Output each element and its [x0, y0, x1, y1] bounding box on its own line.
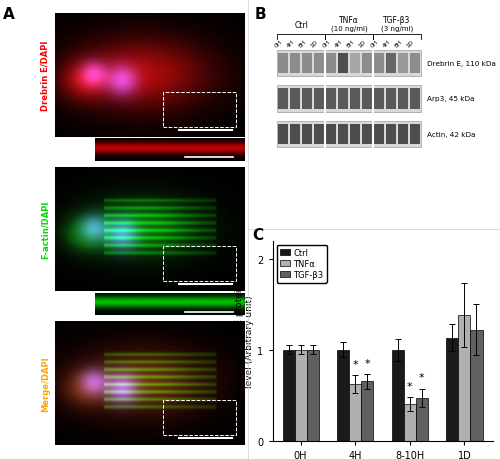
FancyBboxPatch shape: [290, 125, 300, 145]
Bar: [282, 350, 294, 441]
FancyBboxPatch shape: [278, 125, 288, 145]
Bar: [470, 330, 482, 441]
FancyBboxPatch shape: [277, 50, 421, 77]
FancyBboxPatch shape: [314, 54, 324, 74]
FancyBboxPatch shape: [362, 125, 372, 145]
Text: 1D: 1D: [310, 39, 319, 48]
Text: 0H: 0H: [370, 39, 379, 48]
Text: *: *: [407, 381, 412, 391]
Text: 0H: 0H: [274, 39, 283, 48]
Text: 8H: 8H: [298, 39, 307, 48]
Text: A: A: [2, 7, 14, 22]
Text: C: C: [252, 227, 264, 242]
FancyBboxPatch shape: [278, 54, 288, 74]
FancyBboxPatch shape: [362, 89, 372, 109]
FancyBboxPatch shape: [386, 125, 396, 145]
FancyBboxPatch shape: [350, 89, 360, 109]
Text: Drebrin E, 110 kDa: Drebrin E, 110 kDa: [427, 61, 496, 67]
FancyBboxPatch shape: [398, 125, 408, 145]
FancyBboxPatch shape: [277, 122, 421, 148]
FancyBboxPatch shape: [372, 122, 374, 148]
Bar: [294, 350, 306, 441]
FancyBboxPatch shape: [398, 89, 408, 109]
FancyBboxPatch shape: [350, 54, 360, 74]
FancyBboxPatch shape: [326, 54, 336, 74]
FancyBboxPatch shape: [374, 89, 384, 109]
FancyBboxPatch shape: [372, 86, 374, 112]
FancyBboxPatch shape: [314, 125, 324, 145]
FancyBboxPatch shape: [386, 89, 396, 109]
FancyBboxPatch shape: [410, 125, 420, 145]
Text: 8H: 8H: [346, 39, 355, 48]
Text: Drebrin E/DAPI: Drebrin E/DAPI: [41, 41, 50, 111]
FancyBboxPatch shape: [324, 122, 326, 148]
Text: Ctrl: Ctrl: [294, 21, 308, 30]
FancyBboxPatch shape: [386, 54, 396, 74]
FancyBboxPatch shape: [410, 54, 420, 74]
FancyBboxPatch shape: [278, 89, 288, 109]
Text: 0H: 0H: [322, 39, 331, 48]
FancyBboxPatch shape: [324, 50, 326, 77]
Bar: [361, 381, 373, 441]
Text: *: *: [419, 373, 424, 382]
FancyBboxPatch shape: [314, 89, 324, 109]
Text: B: B: [255, 7, 266, 22]
FancyBboxPatch shape: [398, 54, 408, 74]
Text: Merge/DAPI: Merge/DAPI: [41, 356, 50, 411]
Text: 4H: 4H: [382, 39, 391, 48]
Text: (10 ng/ml): (10 ng/ml): [330, 26, 368, 32]
Bar: [349, 384, 361, 441]
Bar: [446, 338, 458, 441]
Text: *: *: [352, 359, 358, 369]
Bar: [306, 350, 318, 441]
FancyBboxPatch shape: [338, 89, 348, 109]
FancyBboxPatch shape: [338, 125, 348, 145]
Bar: [392, 350, 404, 441]
Bar: [337, 350, 349, 441]
FancyBboxPatch shape: [350, 125, 360, 145]
FancyBboxPatch shape: [372, 50, 374, 77]
Bar: [404, 404, 416, 441]
Legend: Ctrl, TNFα, TGF-β3: Ctrl, TNFα, TGF-β3: [276, 245, 327, 283]
Text: *: *: [364, 358, 370, 368]
FancyBboxPatch shape: [326, 89, 336, 109]
Text: Arp3, 45 kDa: Arp3, 45 kDa: [427, 96, 474, 102]
Text: 1D: 1D: [358, 39, 367, 48]
FancyBboxPatch shape: [290, 54, 300, 74]
Text: TGF-β3: TGF-β3: [383, 16, 410, 25]
FancyBboxPatch shape: [374, 54, 384, 74]
Text: TNFα: TNFα: [339, 16, 359, 25]
FancyBboxPatch shape: [302, 89, 312, 109]
Text: (3 ng/ml): (3 ng/ml): [381, 26, 413, 32]
FancyBboxPatch shape: [338, 54, 348, 74]
Text: Actin, 42 kDa: Actin, 42 kDa: [427, 132, 476, 138]
FancyBboxPatch shape: [324, 86, 326, 112]
Text: F-actin/DAPI: F-actin/DAPI: [41, 201, 50, 258]
FancyBboxPatch shape: [290, 89, 300, 109]
FancyBboxPatch shape: [326, 125, 336, 145]
Bar: [416, 398, 428, 441]
Bar: [458, 315, 470, 441]
FancyBboxPatch shape: [302, 125, 312, 145]
Y-axis label: Relative drebrin E protein
level (Arbitrary unit): Relative drebrin E protein level (Arbitr…: [235, 283, 255, 399]
Text: 1D: 1D: [406, 39, 415, 48]
FancyBboxPatch shape: [302, 54, 312, 74]
FancyBboxPatch shape: [374, 125, 384, 145]
Text: 4H: 4H: [334, 39, 343, 48]
FancyBboxPatch shape: [410, 89, 420, 109]
FancyBboxPatch shape: [362, 54, 372, 74]
Text: 4H: 4H: [286, 39, 295, 48]
FancyBboxPatch shape: [277, 86, 421, 112]
Text: 8H: 8H: [394, 39, 403, 48]
